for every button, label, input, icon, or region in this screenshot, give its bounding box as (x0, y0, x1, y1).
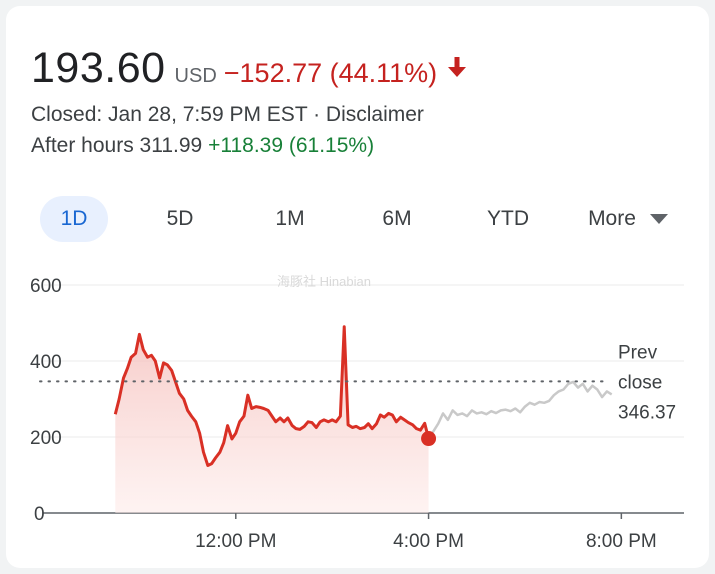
tab-label: 1D (60, 207, 88, 230)
currency-label: USD (174, 65, 217, 87)
y-tick-label: 200 (30, 428, 62, 449)
tab-ytd[interactable]: YTD (470, 196, 546, 242)
current-price: 193.60 (31, 44, 166, 92)
tab-label: 5D (166, 207, 194, 230)
after-hours-change: +118.39 (61.15%) (208, 134, 375, 157)
tab-label: 1M (275, 207, 305, 230)
chart-overlay (39, 380, 607, 447)
after-hours-line (427, 380, 613, 440)
x-tick-label: 8:00 PM (586, 531, 657, 552)
chart-lines (113, 325, 613, 467)
chart-labels: 0 200 400 600 12:00 PM 4:00 PM 8:00 PM Prev clos… (30, 276, 676, 552)
after-hours-price: After hours 311.99 (31, 134, 203, 157)
market-status: Closed: Jan 28, 7:59 PM EST · Disclaimer (31, 103, 424, 126)
x-tick-label: 4:00 PM (393, 531, 464, 552)
x-tick-label: 12:00 PM (195, 531, 276, 552)
chart-area (115, 326, 429, 513)
price-change: −152.77 (44.11%) (223, 58, 438, 88)
tab-1d[interactable]: 1D (40, 196, 108, 242)
more-dropdown[interactable]: More (570, 196, 686, 242)
prev-close-value: 346.37 (618, 402, 676, 423)
caret-down-icon (649, 214, 668, 225)
watermark: 海豚社 Hinabian (277, 274, 371, 289)
price-row: 193.60 USD −152.77 (44.11%) (31, 44, 467, 93)
tab-6m[interactable]: 6M (363, 196, 431, 242)
after-hours-row: After hours 311.99 +118.39 (61.15%) (31, 134, 374, 158)
last-price-dot (421, 431, 437, 447)
arrow-down-icon (448, 56, 467, 77)
price-chart[interactable]: 0 200 400 600 12:00 PM 4:00 PM 8:00 PM Prev clos… (6, 261, 709, 568)
regular-session-fill (115, 326, 429, 513)
prev-close-label: close (618, 372, 662, 393)
tab-label: More (588, 207, 636, 230)
regular-session-line (113, 325, 431, 467)
tab-5d[interactable]: 5D (146, 196, 214, 242)
y-tick-label: 400 (30, 352, 62, 373)
tab-label: 6M (382, 207, 412, 230)
y-tick-label: 600 (30, 276, 62, 297)
stock-quote-card: 193.60 USD −152.77 (44.11%) Closed: Jan … (6, 6, 709, 568)
range-tabs: 1D 5D 1M 6M YTD More (30, 196, 690, 242)
y-tick-label: 0 (34, 504, 45, 525)
tab-1m[interactable]: 1M (256, 196, 324, 242)
tab-label: YTD (487, 207, 529, 230)
prev-close-label: Prev (618, 342, 658, 363)
